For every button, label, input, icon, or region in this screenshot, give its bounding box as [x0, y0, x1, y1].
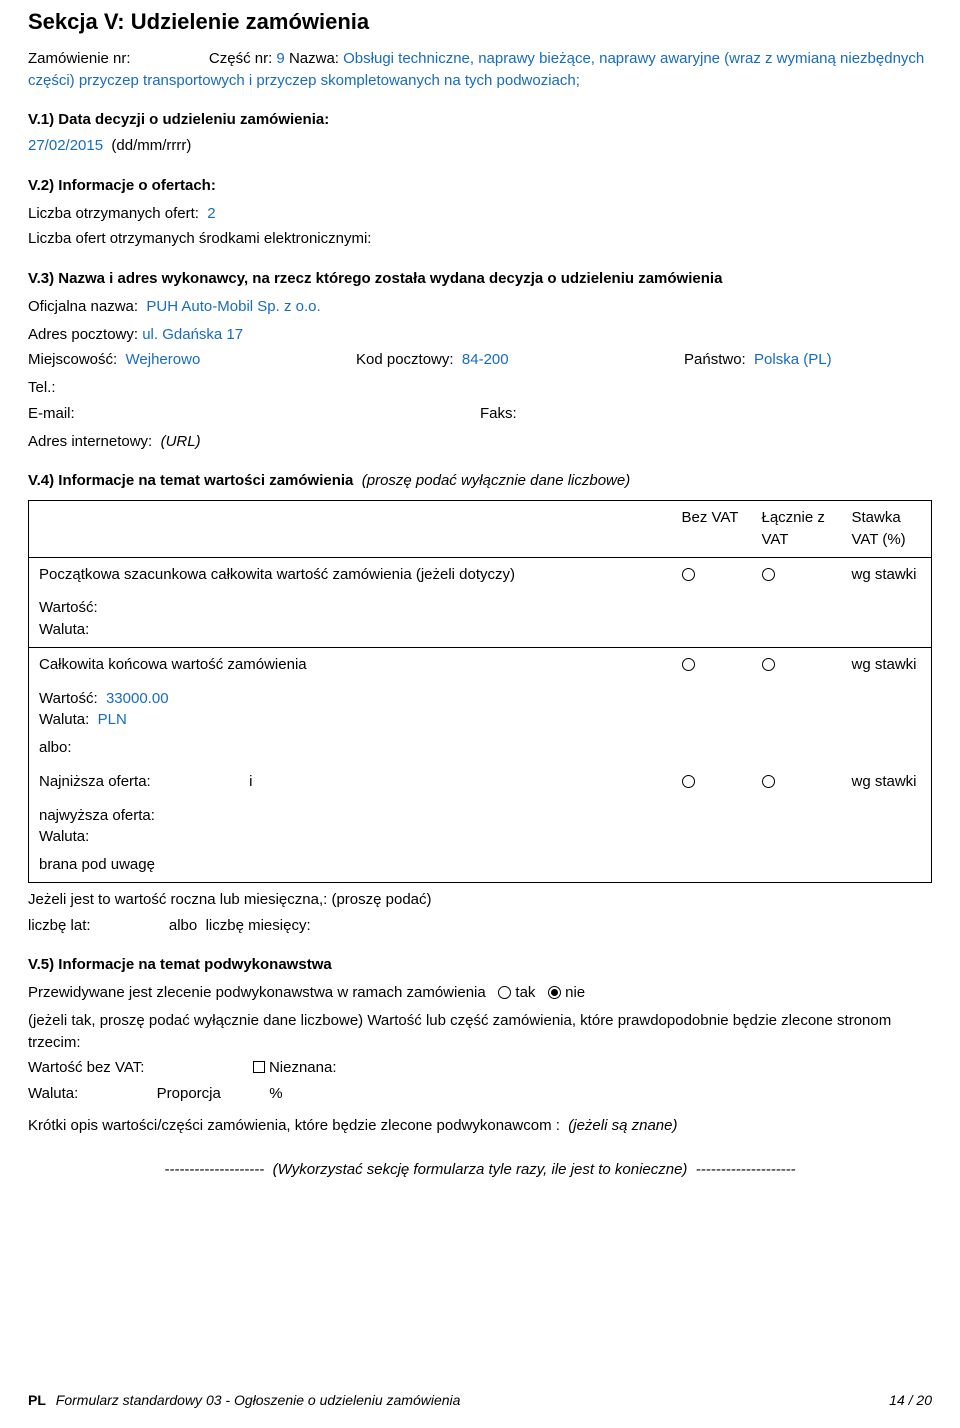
v3-url: Adres internetowy: (URL)	[28, 431, 932, 453]
name-value: Obsługi techniczne, naprawy bieżące, nap…	[28, 50, 924, 89]
r2-wg-stawki: wg stawki	[842, 647, 932, 681]
v1-date-line: 27/02/2015 (dd/mm/rrrr)	[28, 135, 932, 157]
col-lacznie-vat: Łącznie z VAT	[752, 501, 842, 558]
v3-heading: V.3) Nazwa i adres wykonawcy, na rzecz k…	[28, 268, 932, 290]
name-label: Nazwa:	[289, 50, 339, 67]
v4-table: Bez VAT Łącznie z VAT Stawka VAT (%) Poc…	[28, 500, 932, 883]
radio-r3-bez[interactable]	[682, 775, 695, 788]
v2-heading: V.2) Informacje o ofertach:	[28, 175, 932, 197]
checkbox-nieznana[interactable]	[253, 1061, 265, 1073]
radio-r2-lacz[interactable]	[762, 658, 775, 671]
radio-r2-bez[interactable]	[682, 658, 695, 671]
page-footer: PL Formularz standardowy 03 - Ogłoszenie…	[28, 1390, 932, 1410]
v4-years-months: liczbę lat: albo liczbę miesięcy:	[28, 915, 932, 937]
r3-najwyzsza-block: najwyższa oferta: Waluta: brana pod uwag…	[29, 799, 672, 883]
footer-page: 14 / 20	[889, 1390, 932, 1410]
radio-nie[interactable]	[548, 986, 561, 999]
v5-short-desc: Krótki opis wartości/części zamówienia, …	[28, 1115, 932, 1137]
v5-wartosc-bez: Wartość bez VAT: Nieznana:	[28, 1057, 932, 1079]
repeat-note: -------------------- (Wykorzystać sekcję…	[28, 1159, 932, 1181]
v5-line2: (jeżeli tak, proszę podać wyłącznie dane…	[28, 1010, 932, 1054]
v3-tel: Tel.:	[28, 377, 932, 399]
v2-offers-value: 2	[207, 205, 215, 222]
v5-waluta-prop: Waluta: Proporcja %	[28, 1083, 932, 1105]
radio-tak[interactable]	[498, 986, 511, 999]
v4-heading-line: V.4) Informacje na temat wartości zamówi…	[28, 470, 932, 492]
v5-heading: V.5) Informacje na temat podwykonawstwa	[28, 954, 932, 976]
v1-date: 27/02/2015	[28, 137, 103, 154]
col-stawka-vat: Stawka VAT (%)	[842, 501, 932, 558]
footer-lang: PL	[28, 1392, 46, 1408]
row-initial-estimate: Początkowa szacunkowa całkowita wartość …	[29, 557, 672, 591]
radio-r1-bez[interactable]	[682, 568, 695, 581]
v3-email-fax-row: E-mail: Faks:	[28, 403, 932, 425]
v2-offers-label: Liczba otrzymanych ofert:	[28, 205, 199, 222]
v5-line1: Przewidywane jest zlecenie podwykonawstw…	[28, 982, 932, 1004]
v4-annual-label: Jeżeli jest to wartość roczna lub miesię…	[28, 889, 932, 911]
row-final-value: Całkowita końcowa wartość zamówienia	[29, 647, 672, 681]
v3-official-name: Oficjalna nazwa: PUH Auto-Mobil Sp. z o.…	[28, 296, 932, 318]
order-line: Zamówienie nr: Część nr: 9 Nazwa: Obsług…	[28, 48, 932, 92]
section-v-title: Sekcja V: Udzielenie zamówienia	[28, 6, 932, 38]
order-nr-label: Zamówienie nr:	[28, 50, 131, 67]
v2-offers-line: Liczba otrzymanych ofert: 2	[28, 203, 932, 225]
r3-wg-stawki: wg stawki	[842, 765, 932, 799]
footer-form: Formularz standardowy 03 - Ogłoszenie o …	[56, 1392, 461, 1408]
r3-najnizsza: Najniższa oferta: i	[29, 765, 672, 799]
v4-heading: V.4) Informacje na temat wartości zamówi…	[28, 472, 353, 489]
radio-r3-lacz[interactable]	[762, 775, 775, 788]
r1-wartosc: Wartość: Waluta:	[29, 591, 672, 647]
v1-date-format: (dd/mm/rrrr)	[111, 137, 191, 154]
v3-location-row: Miejscowość: Wejherowo Kod pocztowy: 84-…	[28, 349, 932, 371]
r1-wg-stawki: wg stawki	[842, 557, 932, 591]
r2-wartosc-block: Wartość: 33000.00 Waluta: PLN albo:	[29, 682, 672, 765]
part-label: Część nr:	[209, 50, 272, 67]
v2-electronic-label: Liczba ofert otrzymanych środkami elektr…	[28, 228, 932, 250]
v3-postal: Adres pocztowy: ul. Gdańska 17	[28, 324, 932, 346]
v4-heading-hint: (proszę podać wyłącznie dane liczbowe)	[362, 472, 630, 489]
v1-heading: V.1) Data decyzji o udzieleniu zamówieni…	[28, 109, 932, 131]
radio-r1-lacz[interactable]	[762, 568, 775, 581]
col-bez-vat: Bez VAT	[672, 501, 752, 558]
part-value: 9	[276, 50, 284, 67]
